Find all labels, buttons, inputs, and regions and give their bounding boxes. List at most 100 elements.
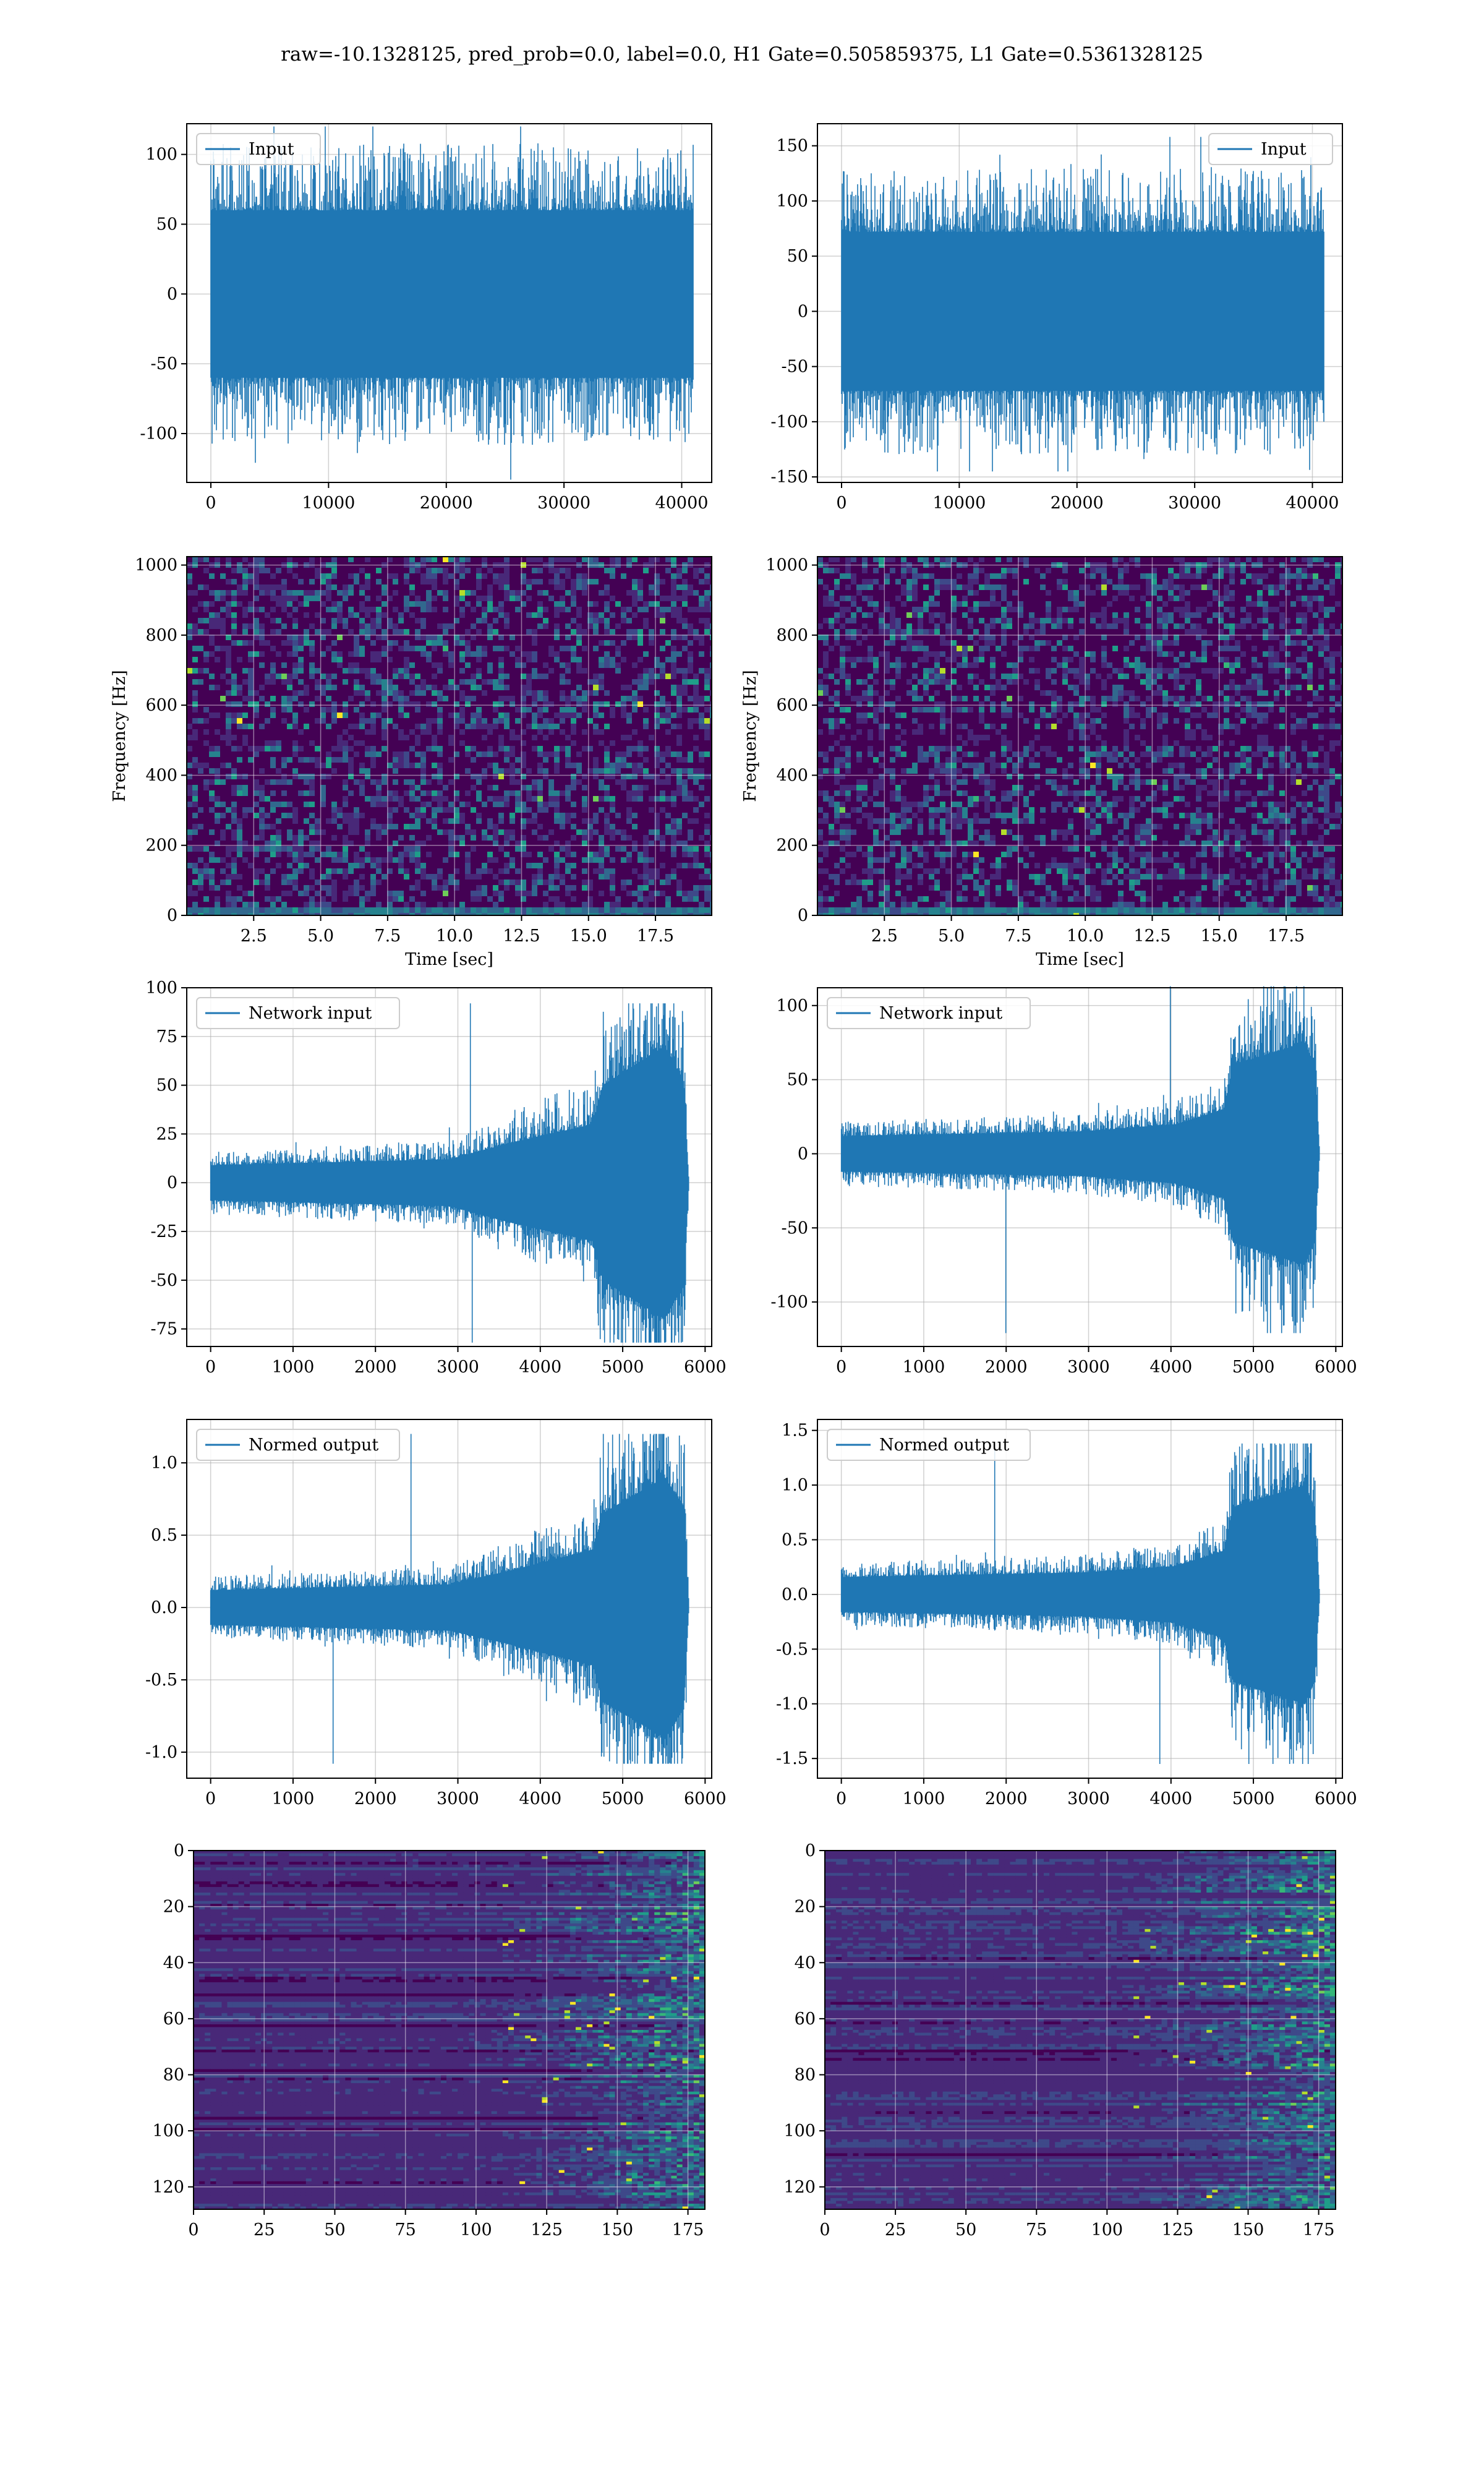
spectrogram-cell xyxy=(465,573,471,579)
spectrogram-cell xyxy=(265,612,270,618)
spectrogram-cell xyxy=(326,590,331,596)
spectrogram-cell xyxy=(226,612,231,618)
spectrogram-cell xyxy=(604,657,610,662)
spectrogram-cell xyxy=(443,618,448,623)
spectrogram-cell xyxy=(665,557,671,562)
spectrogram-cell xyxy=(643,701,649,707)
spectrogram-cell xyxy=(281,607,287,612)
spectrogram-cell xyxy=(665,607,671,612)
spectrogram-cell xyxy=(281,740,287,746)
spectrogram-cell xyxy=(704,640,710,646)
spectrogram-cell xyxy=(192,584,198,590)
spectrogram-cell xyxy=(231,629,237,635)
spectrogram-cell xyxy=(676,746,682,751)
spectrogram-cell xyxy=(281,557,287,562)
spectrogram-cell xyxy=(359,718,365,724)
spectrogram-cell xyxy=(615,579,621,584)
spectrogram-cell xyxy=(532,707,537,713)
spectrogram-cell xyxy=(315,584,320,590)
spectrogram-cell xyxy=(465,601,471,607)
spectrogram-cell xyxy=(543,668,548,674)
spectrogram-cell xyxy=(671,601,676,607)
spectrogram-cell xyxy=(242,651,248,657)
spectrogram-cell xyxy=(192,746,198,751)
spectrogram-cell xyxy=(515,557,521,562)
spectrogram-cell xyxy=(515,646,521,651)
spectrogram-cell xyxy=(409,724,415,729)
spectrogram-cell xyxy=(320,685,326,690)
spectrogram-cell xyxy=(415,584,420,590)
spectrogram-cell xyxy=(504,707,510,713)
spectrogram-cell xyxy=(231,590,237,596)
spectrogram-cell xyxy=(192,590,198,596)
spectrogram-cell xyxy=(576,735,582,740)
spectrogram-cell xyxy=(554,607,560,612)
spectrogram-cell xyxy=(426,701,432,707)
spectrogram-cell xyxy=(493,584,498,590)
spectrogram-cell xyxy=(576,740,582,746)
spectrogram-cell xyxy=(393,696,398,701)
spectrogram-cell xyxy=(259,696,265,701)
spectrogram-cell xyxy=(265,579,270,584)
spectrogram-cell xyxy=(398,685,404,690)
spectrogram-cell xyxy=(237,735,242,740)
spectrogram-cell xyxy=(187,718,192,724)
spectrogram-cell xyxy=(409,718,415,724)
spectrogram-cell xyxy=(537,651,543,657)
spectrogram-cell xyxy=(676,690,682,696)
spectrogram-cell xyxy=(298,735,304,740)
spectrogram-cell xyxy=(359,701,365,707)
spectrogram-cell xyxy=(203,607,209,612)
spectrogram-cell xyxy=(209,640,215,646)
spectrogram-cell xyxy=(320,668,326,674)
spectrogram-cell xyxy=(404,579,409,584)
spectrogram-cell xyxy=(682,618,688,623)
spectrogram-cell xyxy=(226,618,231,623)
spectrogram-cell xyxy=(693,662,699,668)
spectrogram-cell xyxy=(270,596,276,601)
spectrogram-cell xyxy=(626,740,632,746)
spectrogram-cell xyxy=(270,751,276,757)
spectrogram-cell xyxy=(548,724,554,729)
spectrogram-cell xyxy=(248,662,254,668)
spectrogram-cell xyxy=(265,729,270,735)
spectrogram-cell xyxy=(459,640,465,646)
spectrogram-cell xyxy=(382,590,387,596)
spectrogram-cell xyxy=(415,601,420,607)
spectrogram-cell xyxy=(365,674,370,679)
spectrogram-cell xyxy=(532,573,537,579)
spectrogram-cell xyxy=(532,568,537,573)
spectrogram-cell xyxy=(571,690,576,696)
spectrogram-cell xyxy=(315,746,320,751)
spectrogram-cell xyxy=(510,690,515,696)
spectrogram-cell xyxy=(660,724,665,729)
spectrogram-cell xyxy=(415,657,420,662)
spectrogram-cell xyxy=(498,596,504,601)
spectrogram-cell xyxy=(465,584,471,590)
spectrogram-cell xyxy=(615,735,621,740)
spectrogram-cell xyxy=(220,623,226,629)
spectrogram-cell xyxy=(370,629,376,635)
spectrogram-cell xyxy=(309,557,315,562)
spectrogram-cell xyxy=(543,729,548,735)
spectrogram-cell xyxy=(231,646,237,651)
spectrogram-cell xyxy=(426,596,432,601)
spectrogram-cell xyxy=(337,690,343,696)
spectrogram-cell xyxy=(409,696,415,701)
spectrogram-cell xyxy=(203,623,209,629)
spectrogram-cell xyxy=(632,662,638,668)
spectrogram-cell xyxy=(370,685,376,690)
spectrogram-cell xyxy=(254,735,259,740)
spectrogram-cell xyxy=(443,707,448,713)
spectrogram-cell xyxy=(370,657,376,662)
spectrogram-cell xyxy=(365,623,370,629)
spectrogram-cell xyxy=(615,618,621,623)
spectrogram-cell xyxy=(671,657,676,662)
spectrogram-cell xyxy=(515,718,521,724)
spectrogram-cell xyxy=(582,696,587,701)
spectrogram-cell xyxy=(359,751,365,757)
spectrogram-cell xyxy=(699,651,704,657)
spectrogram-cell xyxy=(298,662,304,668)
spectrogram-cell xyxy=(331,601,337,607)
spectrogram-cell xyxy=(326,629,331,635)
